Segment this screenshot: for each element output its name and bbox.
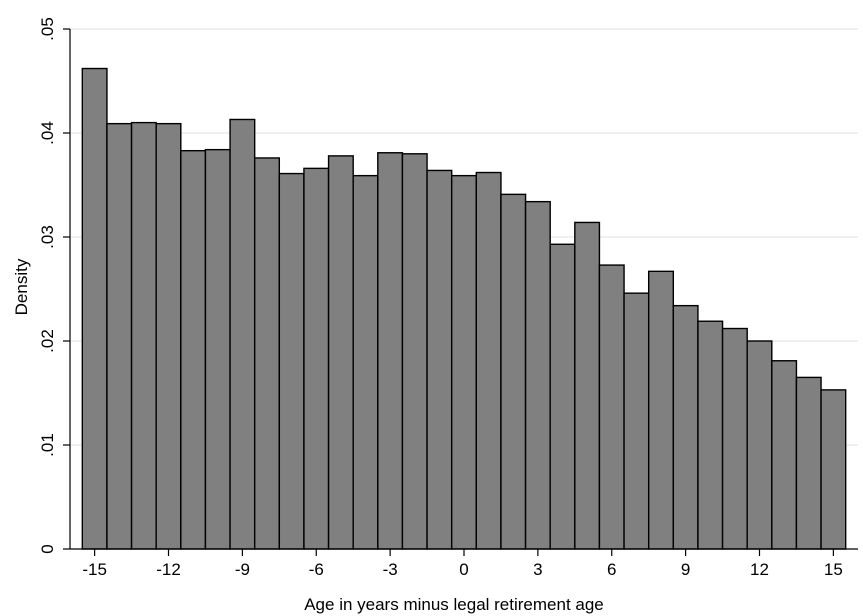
histogram-bar	[697, 320, 724, 550]
histogram-bar	[155, 122, 182, 550]
histogram-bar	[253, 157, 281, 550]
x-ticks: -15 -12 -9 -6 -3 0 3 6 9 12 15	[82, 549, 843, 579]
histogram-bar	[475, 171, 502, 550]
histogram-bar	[426, 169, 453, 550]
histogram-bar	[623, 292, 650, 550]
histogram-bar	[327, 155, 354, 550]
histogram-bar	[303, 167, 330, 550]
y-tick-label: .03	[38, 225, 57, 249]
histogram-bar	[204, 148, 231, 550]
histogram-bar	[598, 264, 625, 550]
histogram-bar	[106, 122, 133, 550]
x-tick-label: 12	[750, 560, 769, 579]
histogram-bar	[820, 389, 847, 550]
histogram-bar	[795, 376, 822, 550]
y-ticks: 0 .01 .02 .03 .04 .05	[38, 17, 70, 554]
histogram-bar	[721, 327, 748, 550]
histogram-bar	[500, 193, 527, 550]
y-tick-label: .02	[38, 329, 57, 353]
x-tick-label: 9	[681, 560, 690, 579]
histogram-bar	[549, 243, 576, 550]
histogram-bar	[229, 118, 256, 550]
histogram-bar	[130, 121, 157, 550]
histogram-bar	[180, 149, 207, 550]
bars	[81, 67, 847, 550]
histogram-bar	[352, 174, 379, 550]
histogram-bar	[574, 221, 601, 550]
histogram-bar	[524, 200, 551, 550]
x-tick-label: -3	[383, 560, 398, 579]
x-tick-label: 0	[459, 560, 468, 579]
y-axis-title: Density	[12, 258, 31, 315]
histogram-bar	[771, 360, 798, 550]
x-tick-label: -15	[82, 560, 107, 579]
histogram-bar	[401, 153, 428, 550]
histogram-bar	[647, 270, 675, 550]
histogram-bar	[81, 67, 108, 550]
histogram-bar	[377, 152, 404, 550]
x-tick-label: 3	[533, 560, 542, 579]
y-tick-label: 0	[38, 544, 57, 553]
x-tick-label: -6	[309, 560, 324, 579]
y-tick-label: .01	[38, 433, 57, 457]
histogram-bar	[450, 174, 478, 550]
x-tick-label: 15	[824, 560, 843, 579]
histogram-bar	[672, 304, 699, 550]
x-tick-label: -12	[156, 560, 181, 579]
x-tick-label: 6	[607, 560, 616, 579]
histogram-bar	[278, 172, 305, 550]
y-tick-label: .05	[38, 17, 57, 41]
x-tick-label: -9	[235, 560, 250, 579]
x-axis-title: Age in years minus legal retirement age	[304, 595, 604, 614]
histogram-bar	[746, 340, 773, 550]
y-tick-label: .04	[38, 121, 57, 145]
